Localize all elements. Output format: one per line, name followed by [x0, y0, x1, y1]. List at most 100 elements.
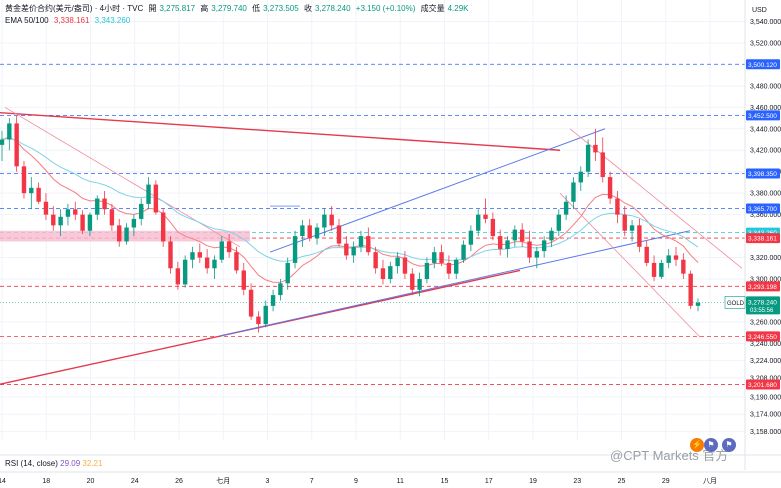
candle-body — [556, 214, 561, 231]
candle-body — [454, 259, 459, 274]
x-tick-label: 19 — [529, 478, 537, 485]
candle-body — [534, 251, 540, 258]
candle-body — [182, 259, 188, 285]
candle-body — [578, 171, 583, 183]
candle-body — [139, 203, 144, 219]
candle-body — [388, 266, 393, 280]
x-tick-label: 7 — [310, 478, 314, 485]
y-tick-label: 3,208.000 — [750, 375, 781, 382]
current-price-box — [746, 296, 780, 315]
candle-body — [204, 257, 210, 269]
candle-body — [248, 289, 254, 317]
candle-body — [446, 262, 452, 274]
level-tag-box — [746, 168, 780, 179]
candle-body — [256, 316, 261, 325]
candle-body — [468, 230, 474, 245]
symbol-tag-label: GOLD — [727, 301, 745, 307]
candle-body — [131, 218, 137, 228]
level-price-tag: 3,500.120 — [746, 59, 780, 70]
flag-icon[interactable]: ⚑ — [704, 438, 718, 452]
candle-body — [373, 252, 378, 269]
candle-body — [263, 305, 268, 325]
candle-body — [300, 225, 305, 237]
candle-body — [490, 218, 496, 237]
x-tick-label: 18 — [42, 478, 50, 485]
candle-body — [43, 201, 49, 215]
candle-body — [607, 177, 613, 199]
level-price-tag: 3,365.700 — [746, 203, 780, 214]
candle-body — [563, 201, 569, 215]
level-tag-label: 3,500.120 — [748, 62, 777, 69]
candle-body — [336, 225, 342, 244]
candle-body — [593, 144, 598, 153]
candle-body — [659, 262, 664, 277]
candle-body — [344, 243, 349, 256]
x-tick-label: 3 — [266, 478, 270, 485]
candle-body — [146, 184, 151, 204]
candle-body — [519, 229, 525, 242]
candle-body — [153, 184, 159, 213]
candle-body — [14, 123, 19, 167]
candle-body — [0, 139, 5, 145]
rsi-value-2: 32.21 — [82, 459, 103, 468]
candle-body — [615, 198, 620, 215]
x-tick-label: 25 — [618, 478, 626, 485]
ema50-line — [1, 136, 699, 283]
symbol-tag-box — [724, 296, 746, 309]
candle-body — [380, 268, 386, 280]
x-tick-label: 11 — [397, 478, 404, 485]
y-tick-label: 3,320.000 — [750, 255, 781, 262]
candle-body — [73, 209, 78, 215]
candle-body — [197, 252, 203, 258]
level-tag-label: 3,365.700 — [748, 206, 777, 213]
candle-body — [476, 214, 481, 231]
candle-body — [329, 214, 334, 226]
candle-body — [226, 241, 232, 253]
level-price-tag: 3,201.680 — [746, 379, 780, 390]
x-tick-label: 七月 — [216, 476, 230, 485]
candle-body — [241, 270, 246, 290]
volume-value: 4.29K — [447, 4, 469, 13]
candle-body — [549, 230, 554, 241]
high-label: 高 — [200, 4, 209, 13]
candle-body — [190, 252, 195, 260]
level-price-tag: 3,452.500 — [746, 110, 780, 121]
level-tag-box — [746, 379, 780, 390]
x-tick-label: 9 — [354, 478, 358, 485]
candle-body — [124, 227, 129, 242]
level-price-tag: 3,398.350 — [746, 168, 780, 179]
candle-body — [585, 144, 591, 172]
candle-body — [424, 262, 430, 280]
candle-body — [322, 214, 327, 228]
candle-body — [651, 262, 657, 277]
candle-body — [51, 214, 56, 226]
candle-body — [175, 268, 181, 285]
lightning-icon[interactable]: ⚡ — [690, 438, 704, 452]
candle-body — [292, 236, 298, 263]
rsi-legend: RSI (14, close) 29.09 32.21 — [5, 459, 102, 468]
symbol-title[interactable]: 黄金差价合约(美元/盎司) · 4小时 · TVC — [5, 4, 144, 13]
candle-body — [270, 295, 276, 306]
flag-icon[interactable]: ⚑ — [722, 438, 736, 452]
level-tag-label: 3,246.550 — [748, 334, 777, 341]
ema-label[interactable]: EMA 50/100 — [5, 16, 49, 25]
ema50-value: 3,338.161 — [53, 16, 90, 25]
level-tag-label: 3,398.350 — [748, 171, 777, 178]
level-tag-box — [746, 203, 780, 214]
candle-body — [29, 187, 34, 194]
change-value: +3.150 (+0.10%) — [355, 4, 416, 13]
volume-label: 成交量 — [420, 4, 445, 13]
rsi-label[interactable]: RSI (14, close) — [5, 459, 58, 468]
candle-body — [314, 227, 320, 239]
candle-body — [109, 209, 115, 226]
candle-body — [160, 212, 166, 242]
trend-line-pink — [569, 128, 743, 269]
candle-body — [688, 273, 693, 306]
candle-body — [80, 214, 85, 231]
y-tick-label: 3,380.000 — [750, 191, 781, 198]
close-label: 收 — [303, 4, 312, 13]
low-label: 低 — [252, 4, 261, 13]
candle-body — [600, 152, 605, 178]
